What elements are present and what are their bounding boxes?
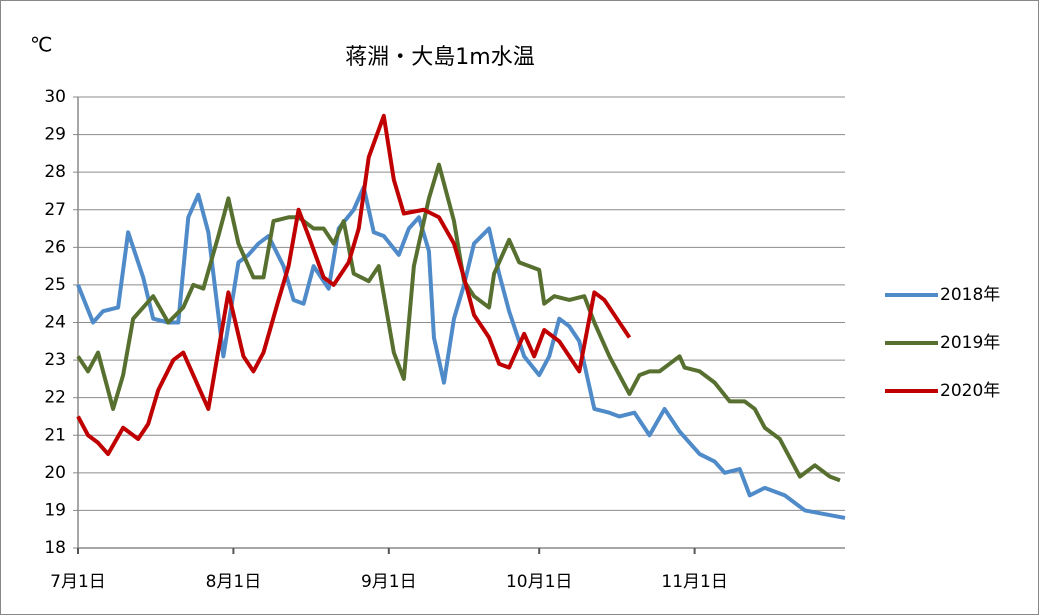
legend-label: 2018年 (940, 285, 1000, 305)
y-tick-label: 18 (44, 538, 66, 558)
y-tick-label: 23 (44, 350, 66, 370)
y-axis-label: ℃ (30, 33, 52, 57)
x-tick-label: 7月1日 (50, 572, 106, 592)
x-tick-label: 9月1日 (361, 572, 417, 592)
legend-label: 2020年 (940, 381, 1000, 401)
y-tick-label: 20 (44, 463, 66, 483)
y-tick-label: 24 (44, 313, 66, 333)
y-tick-label: 29 (44, 125, 66, 145)
series-line (76, 162, 841, 483)
y-tick-label: 19 (44, 500, 66, 520)
y-tick-label: 22 (44, 388, 66, 408)
y-tick-label: 25 (44, 275, 66, 295)
series-line (76, 185, 846, 520)
x-tick-label: 10月1日 (506, 572, 572, 592)
chart-title: 蒋淵・大島1m水温 (345, 45, 534, 70)
y-tick-label: 27 (44, 200, 66, 220)
y-tick-label: 30 (44, 87, 66, 107)
legend-label: 2019年 (940, 333, 1000, 353)
x-tick-label: 8月1日 (206, 572, 262, 592)
y-tick-label: 21 (44, 425, 66, 445)
series-line (76, 113, 632, 457)
y-tick-label: 26 (44, 237, 66, 257)
x-tick-label: 11月1日 (661, 572, 727, 592)
y-tick-label: 28 (44, 162, 66, 182)
